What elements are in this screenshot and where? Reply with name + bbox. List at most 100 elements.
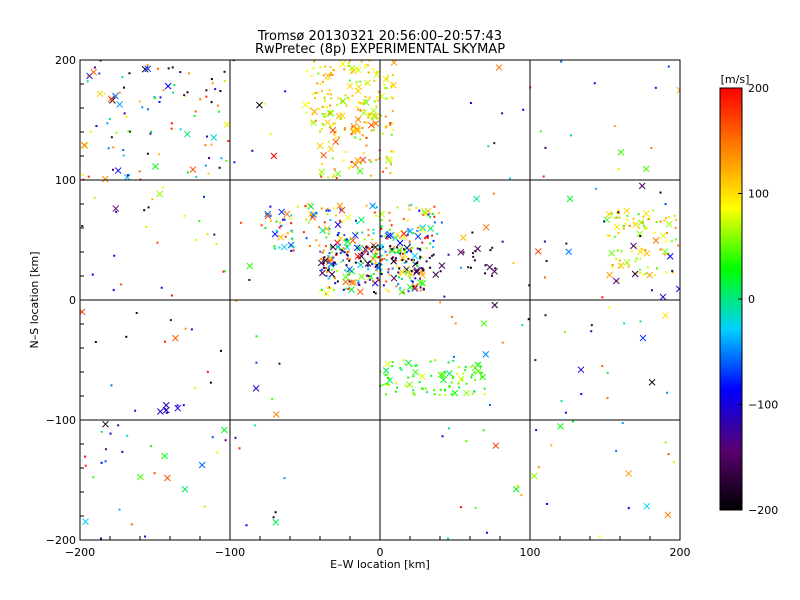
data-point	[364, 259, 367, 262]
data-point-x	[404, 269, 412, 276]
data-point	[447, 253, 450, 256]
data-point	[617, 168, 620, 171]
data-point	[632, 217, 635, 220]
data-point	[336, 269, 339, 272]
data-point-x	[338, 112, 346, 119]
data-point	[384, 86, 387, 89]
data-point	[194, 238, 197, 241]
data-point	[333, 133, 336, 136]
data-point	[395, 246, 398, 249]
data-point	[546, 502, 549, 505]
data-point	[618, 216, 621, 219]
data-point	[322, 124, 325, 127]
data-point	[522, 108, 525, 111]
data-point	[433, 389, 436, 392]
data-point	[347, 250, 350, 253]
data-point	[655, 220, 658, 223]
data-point	[122, 86, 125, 89]
data-point	[341, 247, 344, 250]
data-point	[347, 62, 350, 65]
data-point	[327, 176, 330, 179]
data-point-x	[482, 223, 490, 231]
data-point	[422, 214, 425, 217]
data-point	[92, 476, 95, 479]
data-point	[118, 508, 121, 511]
data-point-x	[393, 231, 401, 239]
data-point	[324, 113, 327, 116]
data-point	[129, 130, 132, 133]
data-point	[176, 404, 179, 407]
data-point	[429, 360, 432, 363]
data-point	[372, 246, 375, 249]
data-point	[406, 219, 409, 222]
colorbar-tick-label: 200	[748, 82, 769, 95]
data-point-x	[643, 250, 651, 257]
data-point	[401, 259, 404, 262]
data-point	[473, 259, 476, 262]
data-point	[446, 537, 449, 540]
data-point	[278, 246, 281, 249]
data-point	[368, 278, 371, 281]
data-point	[675, 219, 678, 222]
data-point	[320, 127, 323, 130]
data-point	[666, 391, 669, 394]
y-axis-ticks: −200 −100 0 100 200	[46, 54, 680, 547]
data-point	[357, 100, 360, 103]
data-point-x	[623, 258, 631, 266]
data-point	[100, 537, 103, 540]
data-point	[389, 122, 392, 125]
data-point	[329, 104, 332, 107]
data-point	[320, 268, 323, 271]
data-point	[290, 214, 293, 217]
data-point	[401, 252, 404, 255]
x-tick-label: 0	[377, 546, 384, 559]
data-point	[399, 287, 402, 290]
data-point-x	[512, 485, 520, 493]
data-point	[213, 233, 216, 236]
data-point	[409, 276, 412, 279]
data-point	[333, 122, 336, 125]
data-point	[352, 128, 355, 131]
data-point-x	[399, 254, 407, 262]
data-point-x	[398, 288, 406, 296]
data-point	[186, 171, 189, 174]
data-point	[590, 324, 593, 327]
data-point	[364, 251, 367, 254]
data-point	[353, 129, 356, 132]
data-point	[344, 240, 347, 243]
data-point	[501, 112, 504, 115]
data-point	[376, 70, 379, 73]
data-point	[340, 249, 343, 252]
x-tick-label: −200	[65, 546, 95, 559]
data-point-x	[382, 75, 390, 83]
data-point	[627, 507, 630, 510]
data-point	[411, 246, 414, 249]
data-point	[216, 451, 219, 454]
data-point	[150, 130, 153, 133]
data-point	[290, 217, 293, 220]
data-point	[392, 256, 395, 259]
data-point	[282, 217, 285, 220]
data-point	[367, 116, 370, 119]
data-point	[125, 335, 128, 338]
data-point	[292, 245, 295, 248]
data-point	[382, 245, 385, 248]
data-point	[402, 248, 405, 251]
data-point-x	[565, 248, 573, 256]
data-point	[375, 214, 378, 217]
data-point	[410, 258, 413, 261]
data-point	[98, 72, 101, 75]
data-point	[563, 330, 566, 333]
data-point-x	[156, 190, 164, 198]
data-point	[100, 461, 103, 464]
data-point	[273, 245, 276, 248]
data-point	[501, 341, 504, 344]
data-point	[122, 148, 125, 151]
data-point	[327, 286, 330, 289]
data-point	[615, 257, 618, 260]
data-point	[153, 472, 156, 475]
data-point-x	[675, 285, 680, 293]
data-point	[368, 159, 371, 162]
data-point	[93, 66, 96, 69]
data-point	[211, 82, 214, 85]
